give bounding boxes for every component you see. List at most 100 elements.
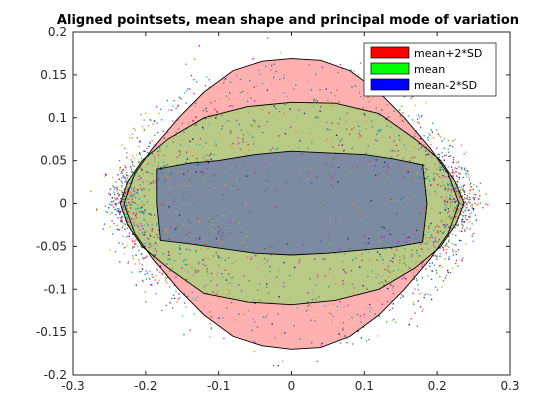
data-point <box>421 277 424 279</box>
data-point <box>195 243 197 245</box>
data-point <box>371 126 373 128</box>
data-point <box>470 189 472 191</box>
data-point <box>465 215 467 217</box>
data-point <box>466 204 468 206</box>
data-point <box>420 306 422 308</box>
data-point <box>159 265 162 267</box>
data-point <box>356 166 358 168</box>
data-point <box>412 170 414 172</box>
data-point <box>268 292 270 294</box>
data-point <box>119 167 121 169</box>
data-point <box>278 296 280 298</box>
data-point <box>384 161 386 163</box>
data-point <box>229 92 231 94</box>
data-point <box>148 212 150 215</box>
data-point <box>204 257 206 259</box>
data-point <box>213 174 216 176</box>
data-point <box>437 231 439 234</box>
data-point <box>327 233 329 236</box>
data-point <box>337 181 339 183</box>
data-point <box>166 164 168 166</box>
data-point <box>415 260 417 263</box>
data-point <box>340 139 342 141</box>
data-point <box>460 259 463 261</box>
data-point <box>196 157 198 160</box>
data-point <box>194 163 196 166</box>
data-point <box>358 137 360 139</box>
data-point <box>437 241 439 243</box>
data-point <box>127 235 129 237</box>
data-point <box>342 283 344 285</box>
data-point <box>273 365 275 367</box>
data-point <box>386 125 388 127</box>
data-point <box>414 312 416 314</box>
data-point <box>209 293 211 295</box>
data-point <box>132 237 134 240</box>
data-point <box>202 110 205 112</box>
data-point <box>293 88 295 90</box>
data-point <box>374 313 376 315</box>
data-point <box>399 262 401 264</box>
data-point <box>452 159 455 161</box>
data-point <box>178 96 180 98</box>
data-point <box>253 57 255 59</box>
data-point <box>142 268 144 271</box>
data-point <box>454 206 456 209</box>
data-point <box>150 213 152 215</box>
data-point <box>431 122 434 124</box>
data-point <box>447 184 449 186</box>
data-point <box>121 177 123 179</box>
data-point <box>172 120 174 122</box>
data-point <box>123 188 125 190</box>
shape-outline-mean <box>119 101 465 306</box>
data-point <box>381 225 383 228</box>
data-point <box>442 232 444 234</box>
data-point <box>461 195 463 197</box>
data-point <box>471 207 473 209</box>
data-point <box>225 121 227 123</box>
data-point <box>367 251 369 253</box>
data-point <box>415 238 417 240</box>
data-point <box>142 150 145 152</box>
data-point <box>135 197 137 199</box>
data-point <box>195 143 197 145</box>
data-point <box>215 293 217 295</box>
data-point <box>428 148 431 150</box>
data-point <box>343 306 345 308</box>
data-point <box>194 272 196 274</box>
data-point <box>330 92 332 94</box>
data-point <box>369 159 371 162</box>
data-point <box>451 196 453 198</box>
data-point <box>434 237 436 239</box>
data-point <box>429 294 432 296</box>
data-point <box>425 224 427 227</box>
data-point <box>151 276 153 278</box>
data-point <box>119 200 121 203</box>
data-point <box>144 242 146 245</box>
data-point <box>149 243 151 245</box>
data-point <box>157 167 159 170</box>
data-point <box>262 131 264 134</box>
data-point <box>195 81 198 83</box>
data-point <box>336 89 338 91</box>
data-point <box>132 221 134 223</box>
data-point <box>421 177 424 180</box>
data-point <box>206 167 208 170</box>
data-point <box>309 250 312 252</box>
data-point <box>128 235 130 237</box>
data-point <box>428 167 430 169</box>
data-point <box>437 225 440 228</box>
data-point <box>456 187 458 189</box>
data-point <box>390 198 393 200</box>
data-point <box>396 213 398 216</box>
data-point <box>314 320 316 322</box>
data-point <box>182 260 185 262</box>
data-point <box>115 187 117 189</box>
data-point <box>411 254 413 256</box>
data-point <box>141 202 143 204</box>
data-point <box>193 313 195 315</box>
data-point <box>448 216 450 218</box>
data-point <box>138 234 140 236</box>
data-point <box>240 148 242 150</box>
data-point <box>139 211 141 213</box>
